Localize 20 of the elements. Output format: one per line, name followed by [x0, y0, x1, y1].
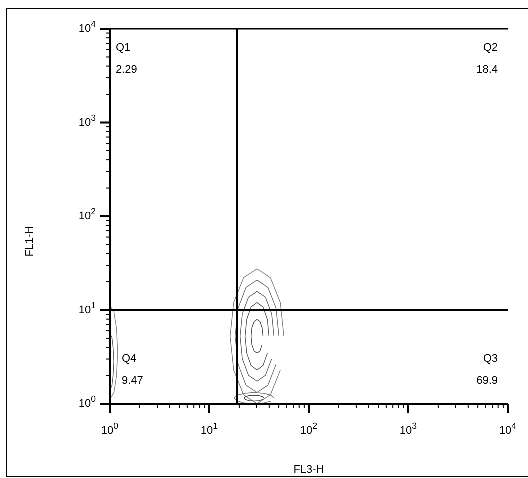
y-tick-label: 10$^{4}$ [78, 19, 96, 35]
x-tick-label: 10$^{2}$ [300, 421, 318, 437]
annotation: Q1 [116, 42, 131, 54]
annotation: Q3 [483, 353, 498, 365]
x-axis-title: FL3-H [294, 464, 324, 476]
annotation: 69.9 [476, 375, 498, 387]
annotation: 18.4 [476, 64, 498, 76]
y-tick-label: 10$^{3}$ [78, 112, 96, 129]
y-tick-label: 10$^{0}$ [78, 394, 96, 410]
x-tick-label: 10$^{0}$ [101, 421, 119, 437]
annotation: 9.47 [122, 375, 144, 387]
y-axis-title: FL1-H [24, 226, 36, 257]
y-tick-label: 10$^{2}$ [78, 206, 96, 222]
annotation: 2.29 [116, 64, 138, 76]
y-tick-label: 10$^{1}$ [78, 300, 96, 316]
x-tick-label: 10$^{3}$ [400, 421, 418, 437]
x-tick-label: 10$^{1}$ [200, 421, 218, 437]
x-tick-label: 10$^{4}$ [499, 421, 517, 437]
annotation: Q4 [122, 353, 137, 365]
annotation: Q2 [483, 42, 498, 54]
